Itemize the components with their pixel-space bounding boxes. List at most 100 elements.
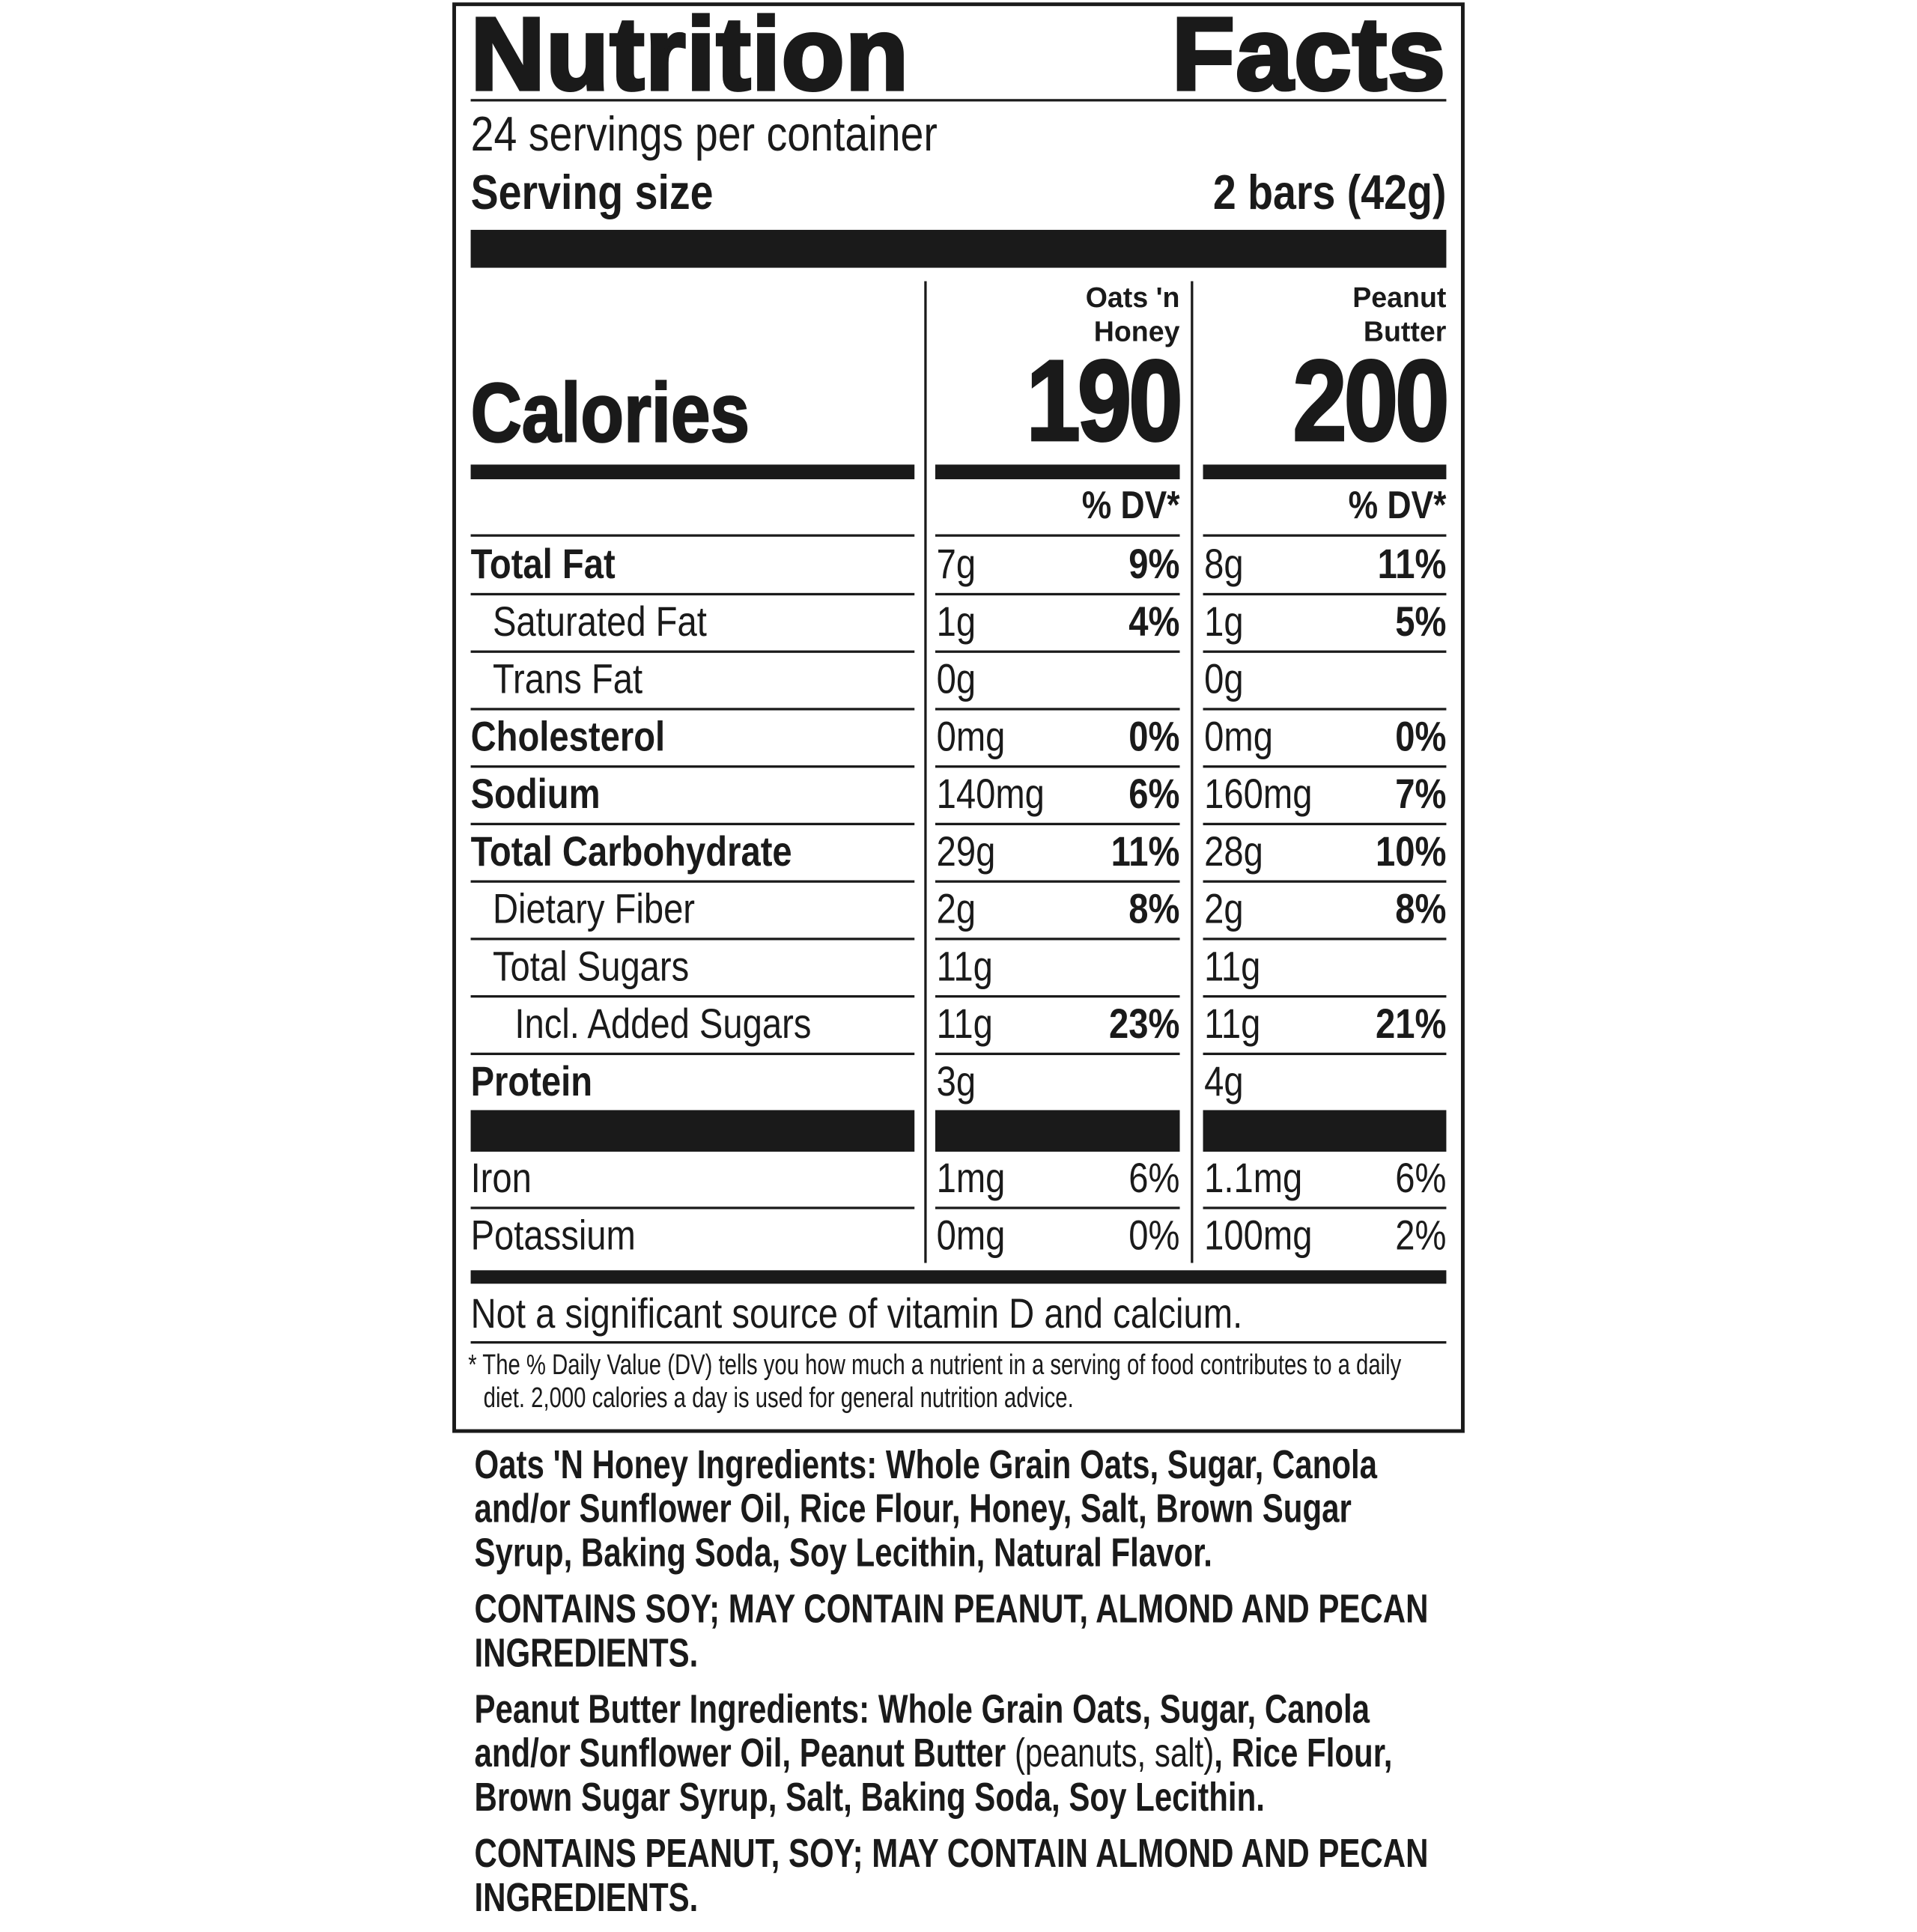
dv-header: % DV* [1081,482,1180,527]
daily-value: 8% [1128,886,1180,933]
row-rule [470,650,915,653]
daily-value: 4% [1128,598,1180,646]
daily-value: 0% [1128,714,1180,761]
nutrient-name: Trans Fat [492,656,643,703]
row-rule [1203,880,1447,883]
nutrient-name: Incl. Added Sugars [514,1001,812,1048]
row-rule [470,592,915,596]
row-rule [935,880,1180,883]
ingredient-paragraph: CONTAINS PEANUT, SOY; MAY CONTAIN ALMOND… [474,1831,1446,1920]
amount: 11g [936,944,993,991]
amount: 7g [936,541,976,589]
row-rule [1203,534,1447,537]
thick-bar [470,229,1447,268]
daily-value: 11% [1377,541,1447,589]
label-box [452,2,1465,1433]
amount: 0g [936,656,976,703]
daily-value: 23% [1109,1001,1180,1048]
divider [470,99,1447,102]
row-rule [470,765,915,768]
ingredient-paragraph: Peanut Butter Ingredients: Whole Grain O… [474,1686,1446,1820]
daily-value: 7% [1395,771,1447,818]
serving-size: 2 bars (42g) [1212,166,1447,220]
row-rule [1203,822,1447,826]
row-rule [1203,994,1447,998]
thick-bar [935,464,1180,479]
calories-label: Calories [470,366,751,461]
amount: 28g [1204,828,1263,875]
daily-value: 2% [1395,1212,1447,1260]
daily-value: 5% [1395,598,1447,646]
row-rule [1203,650,1447,653]
servings: 24 servings per container [470,107,938,162]
daily-value: 0% [1395,714,1447,761]
amount: 8g [1204,541,1244,589]
nutrient-name: Total Carbohydrate [470,828,792,875]
row-rule [470,880,915,883]
row-rule [1203,938,1447,941]
nutrient-name: Dietary Fiber [492,886,696,933]
amount: 3g [936,1058,976,1105]
ingredient-paragraph: CONTAINS SOY; MAY CONTAIN PEANUT, ALMOND… [474,1586,1446,1675]
amount: 0mg [936,714,1006,761]
nutrient-name: Protein [470,1058,593,1105]
row-rule [470,1052,915,1055]
nutrient-name: Iron [470,1155,532,1202]
amount: 4g [1204,1058,1244,1105]
amount: 140mg [936,771,1045,818]
row-rule [470,1206,915,1209]
amount: 2g [936,886,976,933]
row-rule [470,534,915,537]
amount: 11g [1204,944,1261,991]
row-rule [1203,1052,1447,1055]
amount: 0mg [936,1212,1006,1260]
amount: 2g [1204,886,1244,933]
row-rule [1203,765,1447,768]
nutrient-name: Cholesterol [470,714,666,761]
nutrient-name: Total Fat [470,541,616,589]
row-rule [935,994,1180,998]
row-rule [935,592,1180,596]
amount: 0g [1204,656,1244,703]
nutrient-name: Saturated Fat [492,598,707,646]
column-rule [1191,281,1194,1263]
thick-bar [1203,1110,1447,1152]
row-rule [470,938,915,941]
ingredient-text: , Rice Flour, Brown Sugar Syrup, Salt, B… [474,1730,1393,1820]
row-rule [935,534,1180,537]
column-rule [924,281,927,1263]
daily-value: 21% [1375,1001,1447,1048]
row-rule [470,994,915,998]
serving-size-label: Serving size [470,166,714,220]
row-rule [935,1206,1180,1209]
calories-value: 190 [1025,335,1184,465]
row-rule [1203,1206,1447,1209]
amount: 1.1mg [1204,1155,1303,1202]
daily-value: 9% [1128,541,1180,589]
column-header: Peanut Butter [1352,281,1447,347]
footnote: * The % Daily Value (DV) tells you how m… [468,1348,1402,1414]
daily-value: 10% [1375,828,1447,875]
amount: 1g [936,598,976,646]
amount: 29g [936,828,996,875]
column-header: Oats 'n Honey [1085,281,1180,347]
thick-bar [1203,464,1447,479]
label-title: Nutrition Facts [469,0,1447,112]
amount: 1mg [936,1155,1006,1202]
amount: 0mg [1204,714,1273,761]
ingredients: Oats 'N Honey Ingredients: Whole Grain O… [474,1441,1446,1932]
dv-header: % DV* [1348,482,1447,527]
amount: 11g [936,1001,993,1048]
row-rule [935,1052,1180,1055]
daily-value: 6% [1395,1155,1447,1202]
amount: 100mg [1204,1212,1313,1260]
amount: 160mg [1204,771,1313,818]
row-rule [935,765,1180,768]
nutrient-name: Potassium [470,1212,636,1260]
ingredient-text: Peanut Butter Ingredients: Whole Grain O… [474,1686,1370,1775]
ingredient-text: Oats 'N Honey Ingredients: Whole Grain O… [474,1441,1378,1575]
row-rule [935,938,1180,941]
nutrient-name: Total Sugars [492,944,690,991]
